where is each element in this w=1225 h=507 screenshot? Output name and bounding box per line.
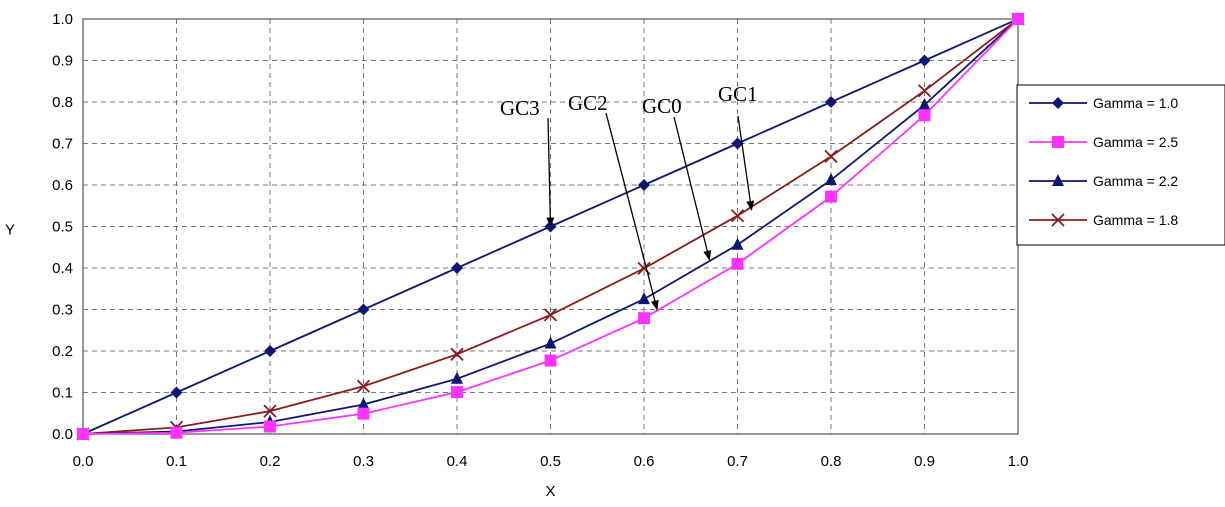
- annotation-arrow: [737, 115, 755, 211]
- data-point: [170, 426, 183, 439]
- x-tick-label: 0.9: [914, 453, 935, 470]
- series-layer: [76, 12, 1025, 441]
- data-point: [638, 312, 650, 325]
- data-point: [357, 397, 370, 410]
- legend-marker: [1051, 213, 1065, 227]
- data-point: [825, 190, 837, 203]
- data-point: [77, 428, 89, 440]
- annotation-gc3: GC3: [500, 96, 555, 228]
- data-point: [730, 209, 745, 223]
- data-point: [451, 262, 463, 274]
- y-tick-labels: 0.0 0.1 0.2 0.3 0.4 0.5 0.6 0.7 0.8 0.9 1.0: [52, 11, 73, 443]
- data-point: [731, 257, 744, 270]
- legend-label: Gamma = 1.0: [1093, 95, 1178, 111]
- legend: Gamma = 1.0 Gamma = 2.5 Gamma = 2.2 Gamma =…: [1016, 84, 1225, 246]
- y-tick-label: 0.0: [52, 426, 73, 443]
- annotation-gc0: GC0: [642, 94, 712, 261]
- data-point: [918, 109, 931, 122]
- annotation-label: GC2: [568, 91, 608, 115]
- data-point: [824, 149, 838, 164]
- data-point: [731, 237, 744, 250]
- x-tick-label: 0.1: [166, 453, 187, 470]
- x-axis-label: X: [545, 483, 555, 500]
- legend-item: Gamma = 1.8: [1029, 212, 1178, 228]
- annotation-gc2: GC2: [568, 91, 659, 311]
- y-tick-label: 0.2: [52, 343, 73, 360]
- data-point: [825, 173, 837, 186]
- legend-label: Gamma = 2.5: [1093, 134, 1178, 150]
- data-point: [543, 308, 558, 322]
- legend-label: Gamma = 1.8: [1093, 212, 1178, 228]
- y-tick-label: 0.4: [52, 260, 73, 277]
- data-point: [917, 84, 932, 98]
- data-point: [170, 386, 183, 399]
- legend-item: Gamma = 2.5: [1029, 134, 1178, 150]
- grid: [83, 19, 1018, 434]
- x-tick-label: 0.3: [353, 453, 374, 470]
- annotations: GC3 GC2 GC0 GC1: [500, 82, 758, 311]
- data-point: [544, 354, 557, 367]
- y-tick-label: 0.6: [52, 177, 73, 194]
- x-tick-label: 0.8: [821, 453, 842, 470]
- annotation-label: GC3: [500, 96, 540, 120]
- x-tick-label: 0.5: [540, 453, 561, 470]
- series-gamma-2-5: [77, 13, 1024, 440]
- y-axis-label: Y: [5, 222, 15, 239]
- data-point: [918, 54, 931, 67]
- annotation-arrow: [673, 116, 712, 261]
- annotation-gc1: GC1: [718, 82, 758, 211]
- data-point: [356, 379, 371, 393]
- y-tick-label: 0.3: [52, 302, 73, 319]
- legend-marker: [1052, 97, 1064, 109]
- legend-item: Gamma = 1.0: [1029, 95, 1178, 111]
- data-point: [1012, 13, 1024, 25]
- data-point: [638, 292, 650, 305]
- data-point: [451, 371, 463, 384]
- y-tick-label: 0.7: [52, 136, 73, 153]
- y-tick-label: 1.0: [52, 11, 73, 28]
- data-point: [357, 303, 370, 316]
- x-tick-label: 0.6: [634, 453, 655, 470]
- y-tick-label: 0.9: [52, 53, 73, 70]
- legend-marker: [1052, 174, 1064, 186]
- data-point: [825, 96, 837, 108]
- data-point: [638, 179, 650, 191]
- data-point: [264, 345, 276, 357]
- annotation-arrow: [546, 117, 555, 228]
- y-tick-label: 0.5: [52, 219, 73, 236]
- x-tick-label: 0.2: [260, 453, 281, 470]
- data-point: [357, 407, 370, 420]
- y-tick-label: 0.1: [52, 385, 73, 402]
- legend-label: Gamma = 2.2: [1093, 173, 1178, 189]
- legend-item: Gamma = 2.2: [1029, 173, 1178, 189]
- x-tick-label: 0.7: [727, 453, 748, 470]
- data-point: [263, 404, 277, 418]
- x-tick-labels: 0.0 0.1 0.2 0.3 0.4 0.5 0.6 0.7 0.8 0.9 1.0: [73, 453, 1029, 470]
- x-tick-label: 1.0: [1008, 453, 1029, 470]
- data-point: [731, 137, 744, 150]
- data-point: [918, 97, 931, 110]
- data-point: [451, 386, 463, 399]
- x-tick-label: 0.4: [447, 453, 468, 470]
- legend-marker: [1052, 136, 1064, 148]
- annotation-arrow: [605, 112, 659, 311]
- data-point: [264, 420, 276, 433]
- annotation-label: GC1: [718, 82, 758, 106]
- y-tick-label: 0.8: [52, 94, 73, 111]
- data-point: [544, 336, 557, 349]
- x-tick-label: 0.0: [73, 453, 94, 470]
- legend-box: [1016, 84, 1225, 246]
- data-point: [450, 347, 464, 361]
- annotation-label: GC0: [642, 94, 682, 118]
- series-gamma-1-8: [76, 12, 1025, 441]
